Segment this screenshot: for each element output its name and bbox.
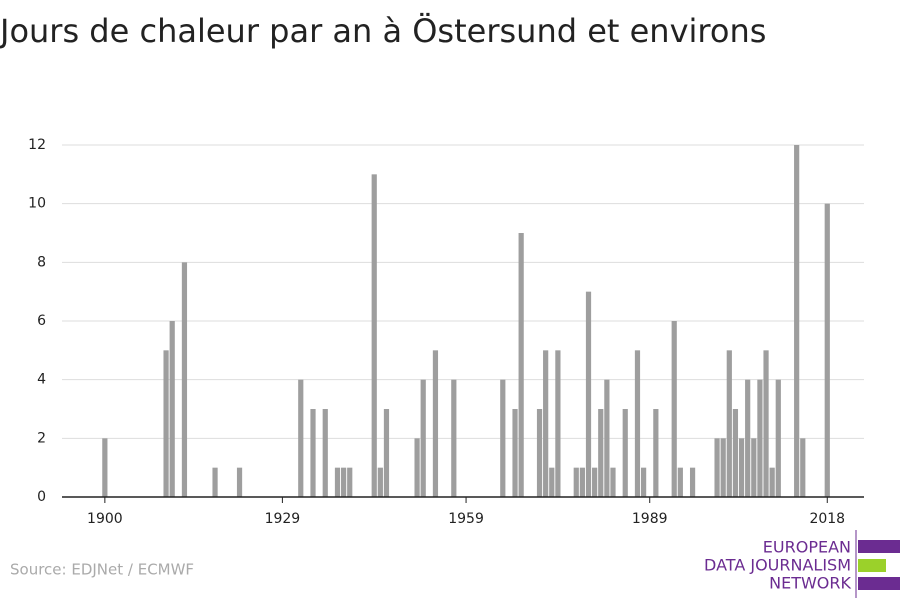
bar bbox=[745, 379, 751, 497]
logo-text: NETWORK bbox=[769, 574, 851, 593]
bar bbox=[310, 409, 316, 497]
bar bbox=[341, 467, 347, 497]
bar bbox=[573, 467, 579, 497]
bar bbox=[518, 233, 524, 497]
bar bbox=[212, 467, 218, 497]
bar bbox=[653, 409, 659, 497]
bar bbox=[592, 467, 598, 497]
bar bbox=[500, 379, 506, 497]
bar bbox=[322, 409, 328, 497]
bar bbox=[536, 409, 543, 497]
y-tick-label: 6 bbox=[37, 313, 46, 329]
bar bbox=[163, 350, 169, 497]
bar bbox=[726, 350, 732, 497]
bar bbox=[634, 350, 641, 497]
y-tick-label: 8 bbox=[37, 254, 46, 270]
bar bbox=[169, 321, 175, 497]
bar bbox=[512, 409, 518, 497]
bar bbox=[671, 321, 677, 497]
x-tick-label: 1989 bbox=[632, 511, 668, 527]
logo-bar bbox=[858, 559, 886, 572]
bar bbox=[102, 438, 108, 497]
bar bbox=[585, 291, 592, 497]
logo: EUROPEAN DATA JOURNALISM NETWORK bbox=[704, 530, 900, 598]
bar bbox=[383, 409, 390, 497]
y-tick-label: 10 bbox=[28, 196, 46, 212]
x-tick-label: 2018 bbox=[809, 511, 845, 527]
bar bbox=[432, 350, 439, 497]
logo-bar bbox=[858, 540, 900, 553]
y-tick-label: 12 bbox=[28, 137, 46, 153]
bar bbox=[181, 262, 188, 497]
y-tick-label: 0 bbox=[37, 489, 46, 505]
bar bbox=[298, 379, 304, 497]
bar bbox=[420, 379, 426, 497]
bar bbox=[347, 467, 353, 497]
bar bbox=[641, 467, 647, 497]
y-tick-label: 2 bbox=[37, 430, 46, 446]
bar bbox=[769, 467, 775, 497]
bar bbox=[543, 350, 549, 497]
bar bbox=[604, 379, 610, 497]
bar bbox=[579, 467, 585, 497]
bar bbox=[677, 467, 683, 497]
x-tick-label: 1900 bbox=[87, 511, 123, 527]
bar bbox=[549, 467, 555, 497]
bar bbox=[598, 409, 604, 497]
bar bbox=[757, 379, 763, 497]
bar bbox=[377, 467, 383, 497]
bar bbox=[714, 438, 720, 497]
source: Source: EDJNet / ECMWF bbox=[10, 561, 194, 579]
bar bbox=[689, 467, 696, 497]
bar bbox=[610, 467, 616, 497]
bar bbox=[622, 409, 628, 497]
bar bbox=[738, 438, 745, 497]
bar bbox=[824, 203, 830, 497]
bar bbox=[451, 379, 457, 497]
bar bbox=[371, 174, 377, 498]
bar bbox=[334, 467, 341, 497]
y-tick-label: 4 bbox=[37, 372, 46, 388]
logo-text: EUROPEAN bbox=[763, 538, 851, 557]
bar bbox=[555, 350, 561, 497]
bar bbox=[800, 438, 806, 497]
bar bbox=[720, 438, 726, 497]
bar bbox=[794, 145, 800, 497]
bar bbox=[751, 438, 757, 497]
x-tick-label: 1959 bbox=[448, 511, 484, 527]
x-tick-label: 1929 bbox=[265, 511, 301, 527]
bar bbox=[732, 409, 739, 497]
bar bbox=[763, 350, 769, 497]
logo-text: DATA JOURNALISM bbox=[704, 556, 851, 575]
logo-bar bbox=[858, 577, 900, 590]
chart-title: Jours de chaleur par an à Östersund et e… bbox=[0, 12, 766, 50]
bar bbox=[236, 467, 243, 497]
bar bbox=[775, 379, 781, 497]
bar bbox=[414, 438, 420, 497]
